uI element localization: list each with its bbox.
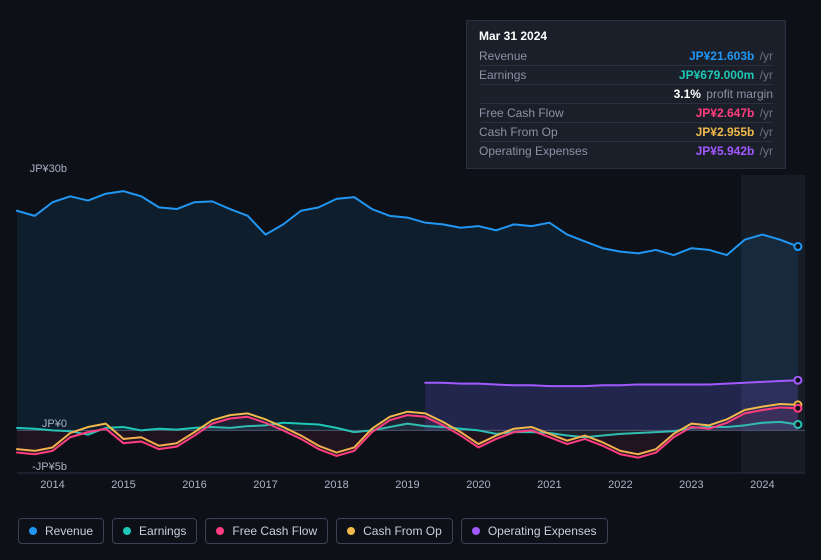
tooltip-row-label: Cash From Op <box>479 125 558 139</box>
tooltip-row-unit: /yr <box>756 68 773 82</box>
x-axis-label: 2022 <box>608 479 632 491</box>
tooltip-row-value: JP¥21.603b <box>689 49 754 63</box>
legend-dot-icon <box>472 527 480 535</box>
tooltip-row-label: Free Cash Flow <box>479 106 564 120</box>
tooltip-row-value: JP¥2.955b <box>696 125 755 139</box>
legend-item-operating-expenses[interactable]: Operating Expenses <box>461 518 608 544</box>
tooltip-row: Free Cash Flow JP¥2.647b /yr <box>479 103 773 122</box>
x-axis-label: 2014 <box>40 479 64 491</box>
tooltip-row: Operating Expenses JP¥5.942b /yr <box>479 141 773 160</box>
tooltip-row-label: Earnings <box>479 68 526 82</box>
chart-tooltip: Mar 31 2024 RevenueJP¥21.603b /yrEarning… <box>466 20 786 169</box>
y-axis-label: JP¥30b <box>17 163 67 175</box>
chart-legend: Revenue Earnings Free Cash Flow Cash From O… <box>18 518 608 544</box>
y-axis-label: -JP¥5b <box>17 461 67 473</box>
tooltip-row-unit: /yr <box>756 106 773 120</box>
y-axis-label: JP¥0 <box>17 418 67 430</box>
tooltip-date: Mar 31 2024 <box>479 29 773 43</box>
legend-label: Revenue <box>45 524 93 538</box>
legend-dot-icon <box>123 527 131 535</box>
x-axis-label: 2019 <box>395 479 419 491</box>
legend-item-revenue[interactable]: Revenue <box>18 518 104 544</box>
tooltip-row: 3.1% profit margin <box>479 84 773 103</box>
tooltip-row-unit: /yr <box>756 49 773 63</box>
x-axis-label: 2021 <box>537 479 561 491</box>
legend-label: Operating Expenses <box>488 524 597 538</box>
x-axis-label: 2015 <box>111 479 135 491</box>
tooltip-row-unit: /yr <box>756 125 773 139</box>
x-axis-label: 2020 <box>466 479 490 491</box>
tooltip-row-value: JP¥2.647b <box>696 106 755 120</box>
tooltip-row: Revenue JP¥21.603b /yr <box>479 47 773 65</box>
tooltip-row-unit: /yr <box>756 144 773 158</box>
tooltip-row-label: Operating Expenses <box>479 144 588 158</box>
legend-label: Cash From Op <box>363 524 442 538</box>
legend-dot-icon <box>216 527 224 535</box>
legend-label: Earnings <box>139 524 186 538</box>
x-axis-label: 2024 <box>750 479 774 491</box>
x-axis-label: 2017 <box>253 479 277 491</box>
legend-dot-icon <box>29 527 37 535</box>
legend-item-earnings[interactable]: Earnings <box>112 518 197 544</box>
tooltip-row-value: JP¥5.942b <box>696 144 755 158</box>
tooltip-row: Earnings JP¥679.000m /yr <box>479 65 773 84</box>
legend-item-cash-from-op[interactable]: Cash From Op <box>336 518 453 544</box>
legend-item-free-cash-flow[interactable]: Free Cash Flow <box>205 518 328 544</box>
x-axis-label: 2023 <box>679 479 703 491</box>
tooltip-row-label: Revenue <box>479 49 527 63</box>
tooltip-row-value: JP¥679.000m <box>679 68 754 82</box>
legend-label: Free Cash Flow <box>232 524 317 538</box>
legend-dot-icon <box>347 527 355 535</box>
x-axis-label: 2016 <box>182 479 206 491</box>
tooltip-row-unit: profit margin <box>703 87 773 101</box>
tooltip-row-value: 3.1% <box>674 87 701 101</box>
tooltip-row: Cash From Op JP¥2.955b /yr <box>479 122 773 141</box>
x-axis-label: 2018 <box>324 479 348 491</box>
